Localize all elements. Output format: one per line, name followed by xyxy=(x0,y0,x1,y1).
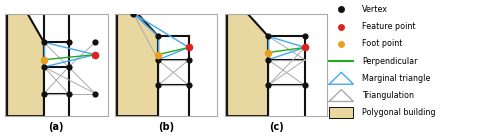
Text: (b): (b) xyxy=(158,122,174,132)
Text: (c): (c) xyxy=(269,122,283,132)
Text: (a): (a) xyxy=(48,122,64,132)
Polygon shape xyxy=(7,14,44,116)
Text: Polygonal building: Polygonal building xyxy=(362,108,436,117)
Text: Marginal triangle: Marginal triangle xyxy=(362,74,430,83)
Text: Perpendicular: Perpendicular xyxy=(362,57,418,66)
Text: Vertex: Vertex xyxy=(362,5,388,14)
Text: Foot point: Foot point xyxy=(362,39,403,48)
Polygon shape xyxy=(117,14,158,116)
Bar xyxy=(329,107,353,118)
Text: Triangulation: Triangulation xyxy=(362,91,414,100)
Text: Feature point: Feature point xyxy=(362,22,416,31)
Polygon shape xyxy=(227,14,268,116)
